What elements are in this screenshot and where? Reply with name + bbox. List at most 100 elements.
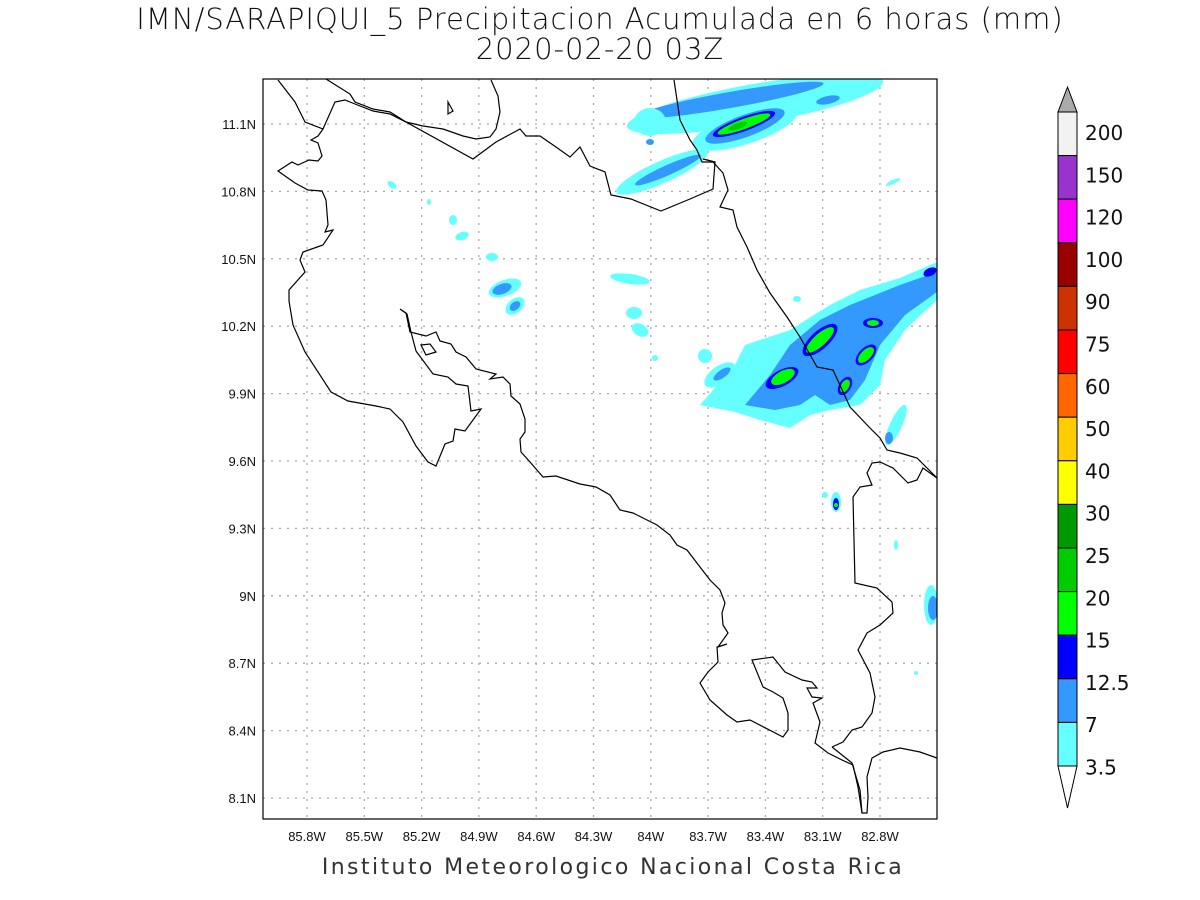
map-frame xyxy=(262,78,938,820)
colorbar-label: 90 xyxy=(1085,290,1110,314)
precip-area xyxy=(631,323,649,337)
gridlines xyxy=(263,79,937,819)
lat-tick-label: 8.1N xyxy=(229,791,256,806)
lat-tick-label: 10.2N xyxy=(221,319,256,334)
colorbar-swatch xyxy=(1057,198,1078,244)
colorbar-swatch xyxy=(1057,111,1078,157)
precip-area xyxy=(771,368,795,386)
precip-area xyxy=(636,81,824,119)
precip-area xyxy=(455,231,469,241)
precip-area xyxy=(449,215,457,225)
colorbar-swatch xyxy=(1057,591,1078,636)
colorbar-swatch xyxy=(1057,547,1078,593)
precip-area xyxy=(793,296,801,302)
colorbar-label: 7 xyxy=(1085,713,1098,737)
colorbar-swatch xyxy=(1057,242,1078,287)
precip-area xyxy=(928,596,937,620)
precip-area xyxy=(885,432,893,444)
lon-tick-label: 85.2W xyxy=(403,829,441,844)
precip-area xyxy=(858,347,874,363)
lon-tick-label: 84.6W xyxy=(517,829,555,844)
lat-tick-label: 9.3N xyxy=(229,521,256,536)
lon-tick-label: 83.1W xyxy=(804,829,842,844)
precip-area xyxy=(486,253,498,261)
precip-area xyxy=(834,503,838,507)
precip-area xyxy=(635,154,701,186)
latitude-labels: 11.1N 10.8N 10.5N 10.2N 9.9N 9.6N 9.3N 9N 8.7N 8.… xyxy=(221,117,256,806)
longitude-labels: 85.8W 85.5W 85.2W 84.9W 84.6W 84.3W 84W 83.7W 83… xyxy=(288,829,899,844)
precip-area xyxy=(816,95,840,105)
colorbar-swatch xyxy=(1057,285,1078,331)
colorbar-swatch xyxy=(1057,721,1078,767)
precip-area xyxy=(885,178,901,186)
lat-tick-label: 9.9N xyxy=(229,387,256,402)
precip-area xyxy=(713,367,731,381)
colorbar-under-triangle xyxy=(1057,765,1078,809)
precip-area xyxy=(923,267,937,277)
lat-tick-label: 9.6N xyxy=(229,454,256,469)
colorbar-label: 200 xyxy=(1085,121,1123,145)
colorbar-label: 12.5 xyxy=(1085,671,1130,695)
colorbar-swatch xyxy=(1057,634,1078,680)
lon-tick-label: 84.9W xyxy=(460,829,498,844)
precip-area xyxy=(626,79,884,134)
colorbar-label: 75 xyxy=(1085,333,1110,357)
precip-area xyxy=(646,139,654,145)
colorbar-legend: 200 150 120 100 90 75 60 50 40 30 25 20 15 12.5 7 3.5 xyxy=(1057,85,1130,809)
colorbar-label: 150 xyxy=(1085,163,1123,187)
map-title: IMN/SARAPIQUI_5 Precipitacion Acumulada … xyxy=(136,2,1064,36)
colorbar-swatch xyxy=(1057,678,1078,723)
precip-area xyxy=(610,273,650,285)
precip-area xyxy=(822,492,828,498)
precip-area xyxy=(652,355,658,361)
colorbar-swatch xyxy=(1057,329,1078,375)
colorbar-swatch xyxy=(1057,373,1078,418)
lat-tick-label: 10.8N xyxy=(221,184,256,199)
footer-credit: Instituto Meteorologico Nacional Costa R… xyxy=(321,855,905,880)
colorbar-swatch xyxy=(1057,460,1078,505)
colorbar-label: 40 xyxy=(1085,459,1110,483)
precip-area xyxy=(894,540,898,550)
precip-area xyxy=(806,327,834,353)
precip-area xyxy=(387,181,397,189)
colorbar-label: 25 xyxy=(1085,544,1110,568)
lon-tick-label: 85.8W xyxy=(288,829,326,844)
precip-area xyxy=(626,307,642,319)
colorbar-label: 60 xyxy=(1085,375,1110,399)
precip-area xyxy=(427,199,431,205)
lon-tick-label: 83.4W xyxy=(747,829,785,844)
lat-tick-label: 8.4N xyxy=(229,724,256,739)
colorbar-swatch xyxy=(1057,416,1078,462)
lon-tick-label: 84.3W xyxy=(575,829,613,844)
colorbar-label: 30 xyxy=(1085,502,1110,526)
precip-area xyxy=(867,320,879,326)
precip-area xyxy=(840,379,850,393)
colorbar-label: 50 xyxy=(1085,417,1110,441)
lat-tick-label: 10.5N xyxy=(221,252,256,267)
precip-area xyxy=(914,671,918,675)
precip-area xyxy=(728,121,748,131)
lon-tick-label: 83.7W xyxy=(689,829,727,844)
colorbar-over-triangle xyxy=(1057,85,1078,113)
colorbar-swatch xyxy=(1057,155,1078,200)
lat-tick-label: 11.1N xyxy=(222,117,256,132)
lon-tick-label: 82.8W xyxy=(861,829,899,844)
map-datetime: 2020-02-20 03Z xyxy=(475,32,725,66)
colorbar-label: 20 xyxy=(1085,586,1110,610)
colorbar-label: 15 xyxy=(1085,629,1110,653)
lon-tick-label: 85.5W xyxy=(346,829,384,844)
colorbar-label: 3.5 xyxy=(1085,756,1117,780)
precip-area xyxy=(492,283,512,295)
lon-tick-label: 84W xyxy=(637,829,664,844)
precip-area xyxy=(634,108,666,136)
colorbar-label: 100 xyxy=(1085,248,1123,272)
colorbar-label: 120 xyxy=(1085,206,1123,230)
precip-area xyxy=(698,349,712,363)
lat-tick-label: 9N xyxy=(239,589,256,604)
precipitation-field xyxy=(387,79,937,675)
lat-tick-label: 8.7N xyxy=(229,656,256,671)
coastlines xyxy=(276,79,937,814)
colorbar-swatch xyxy=(1057,503,1078,549)
precip-area xyxy=(509,301,521,311)
